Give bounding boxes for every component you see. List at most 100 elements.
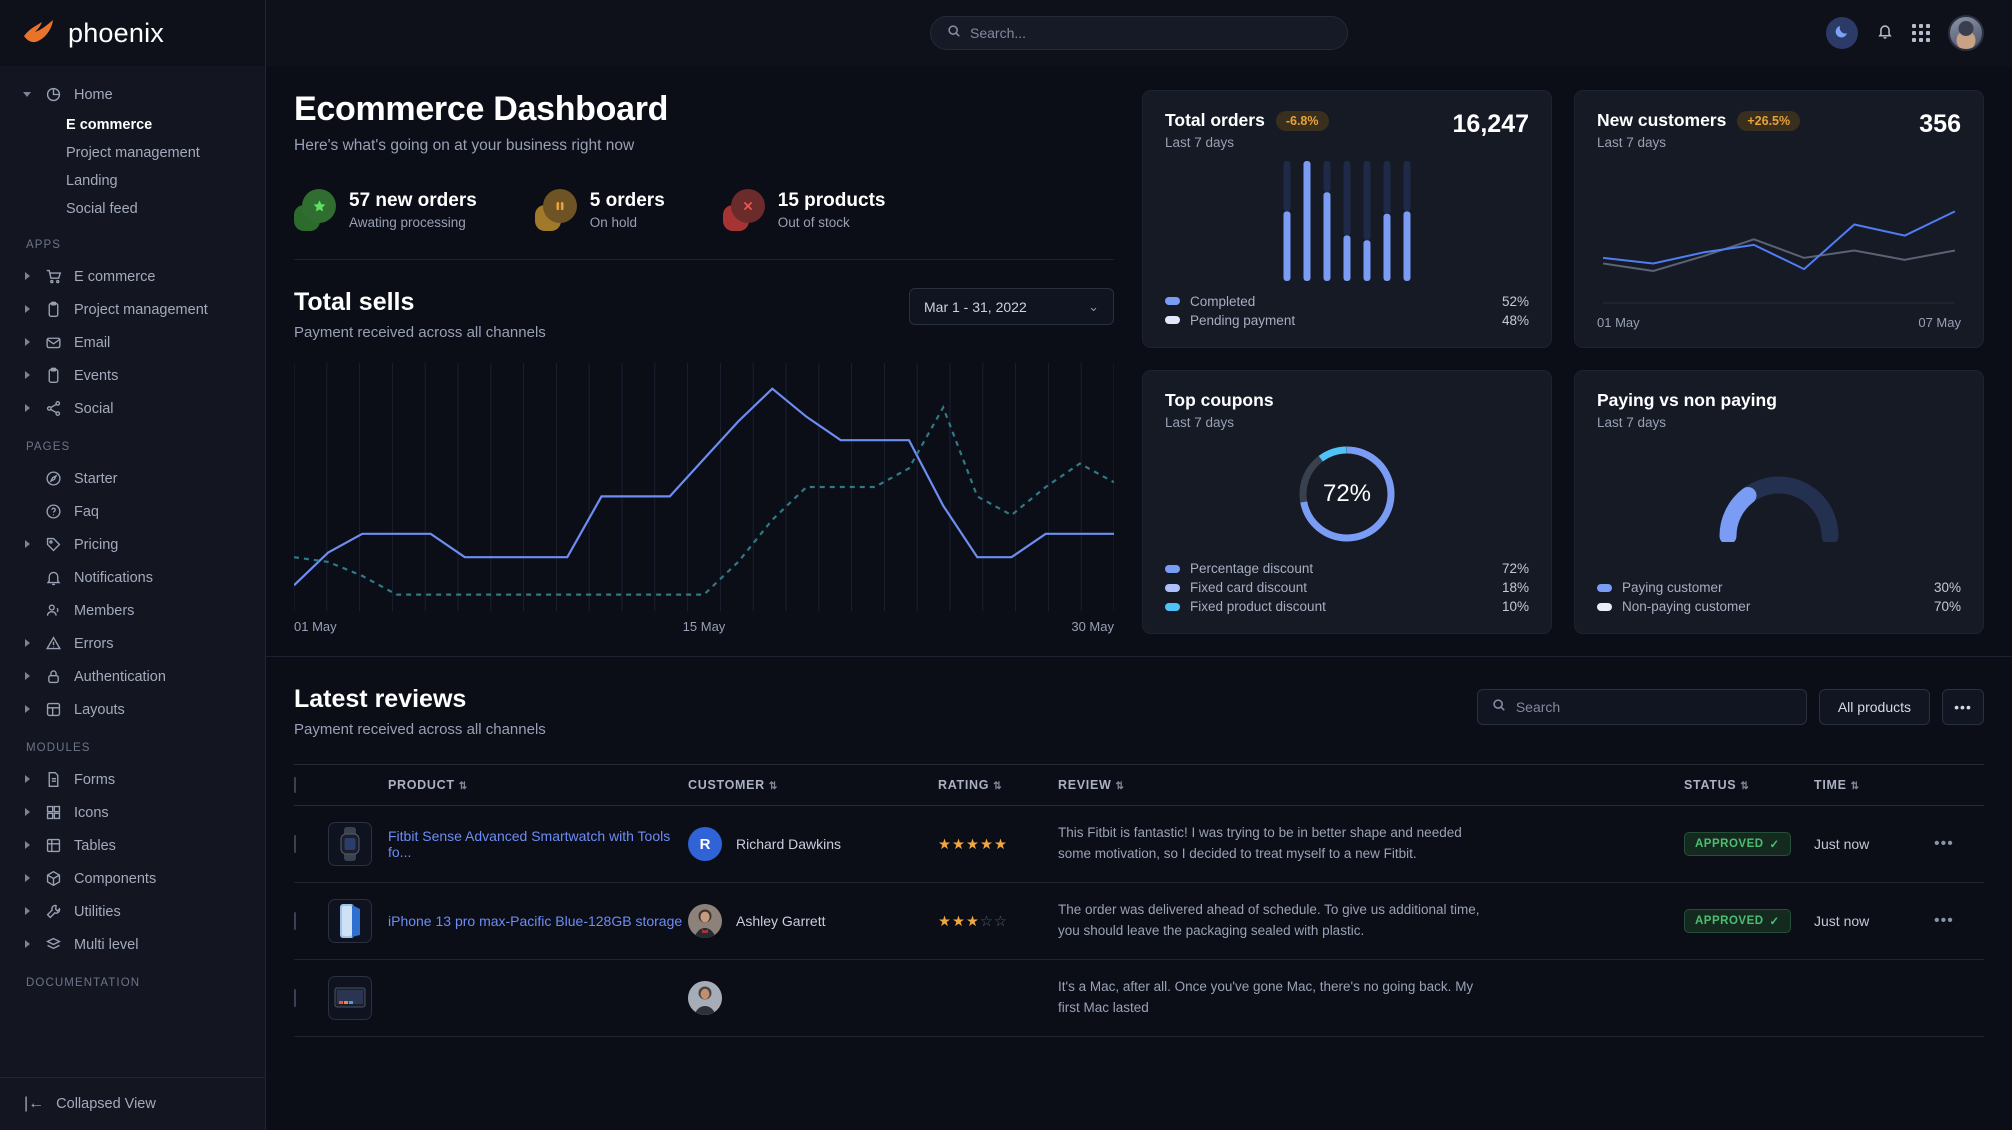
check-icon: ✓	[1769, 916, 1780, 928]
sidebar-item-forms[interactable]: Forms	[0, 763, 265, 796]
chevron-right-icon[interactable]	[24, 371, 33, 380]
sidebar-item-starter[interactable]: Starter	[0, 462, 265, 495]
chevron-right-icon[interactable]	[24, 305, 33, 314]
chevron-right-icon[interactable]	[24, 272, 33, 281]
sidebar-item-apps-ecommerce[interactable]: E commerce	[0, 260, 265, 293]
cart-icon	[44, 267, 63, 286]
check-icon: ✓	[1769, 839, 1780, 851]
sidebar-item-apps-project-management[interactable]: Project management	[0, 293, 265, 326]
document-icon	[44, 770, 63, 789]
sidebar-item-apps-social[interactable]: Social	[0, 392, 265, 425]
row-checkbox[interactable]	[294, 835, 296, 853]
column-header-time[interactable]: TIME ⇅	[1814, 764, 1934, 806]
chevron-right-icon[interactable]	[24, 808, 33, 817]
notifications-button[interactable]	[1876, 22, 1894, 45]
sidebar-item-icons[interactable]: Icons	[0, 796, 265, 829]
sidebar-item-apps-email[interactable]: Email	[0, 326, 265, 359]
stat-new-orders[interactable]: 57 new orders Awating processing	[294, 189, 477, 231]
table-row[interactable]: It's a Mac, after all. Once you've gone …	[294, 959, 1984, 1037]
row-checkbox[interactable]	[294, 912, 296, 930]
axis-tick-mid: 15 May	[682, 619, 726, 634]
column-header-review[interactable]: REVIEW ⇅	[1058, 764, 1684, 806]
select-all-checkbox[interactable]	[294, 777, 296, 793]
sidebar-item-authentication[interactable]: Authentication	[0, 660, 265, 693]
chevron-right-icon[interactable]	[24, 940, 33, 949]
user-avatar[interactable]	[1948, 15, 1984, 51]
column-header-rating[interactable]: RATING ⇅	[938, 764, 1058, 806]
theme-toggle-button[interactable]	[1826, 17, 1858, 49]
chevron-right-icon[interactable]	[24, 540, 33, 549]
sidebar-item-ecommerce[interactable]: E commerce	[66, 117, 153, 133]
row-actions-button[interactable]: •••	[1934, 912, 1954, 929]
reviews-table: PRODUCT ⇅ CUSTOMER ⇅ RATING ⇅ REVIEW ⇅	[294, 764, 1984, 1037]
sidebar-item-members[interactable]: Members	[0, 594, 265, 627]
row-actions-button[interactable]: •••	[1934, 835, 1954, 852]
chevron-right-icon[interactable]	[24, 705, 33, 714]
sidebar-nav: Home E commerce Project management Landi…	[0, 66, 265, 1077]
axis-tick-right: 30 May	[1071, 619, 1114, 634]
stat-on-hold[interactable]: 5 orders On hold	[534, 189, 665, 231]
product-link[interactable]: iPhone 13 pro max-Pacific Blue-128GB sto…	[388, 913, 683, 929]
sidebar-item-utilities[interactable]: Utilities	[0, 895, 265, 928]
chevron-right-icon[interactable]	[24, 338, 33, 347]
sidebar-item-multi-level[interactable]: Multi level	[0, 928, 265, 961]
sidebar-item-landing[interactable]: Landing	[66, 173, 118, 189]
customer-cell	[688, 981, 938, 1015]
sidebar-item-errors[interactable]: Errors	[0, 627, 265, 660]
paying-gauge	[1719, 476, 1839, 542]
customer-name: Richard Dawkins	[736, 836, 842, 852]
product-thumbnail	[328, 899, 372, 943]
chevron-right-icon[interactable]	[24, 775, 33, 784]
stat-out-of-stock[interactable]: 15 products Out of stock	[722, 189, 885, 231]
collapsed-view-toggle[interactable]: |← Collapsed View	[0, 1077, 265, 1130]
all-products-button[interactable]: All products	[1818, 689, 1930, 725]
column-header-customer[interactable]: CUSTOMER ⇅	[688, 764, 938, 806]
total-sells-header: Total sells Payment received across all …	[294, 288, 1114, 341]
sidebar-item-notifications[interactable]: Notifications	[0, 561, 265, 594]
chevron-down-icon[interactable]	[23, 90, 33, 99]
sidebar-item-label: Events	[74, 367, 119, 384]
column-header-product[interactable]: PRODUCT ⇅	[388, 764, 688, 806]
chevron-right-icon[interactable]	[24, 907, 33, 916]
legend-item: Percentage discount 72%	[1165, 559, 1529, 578]
sidebar-item-label: Project management	[74, 301, 208, 318]
date-range-select[interactable]: Mar 1 - 31, 2022 ⌄	[909, 288, 1114, 325]
sidebar-item-tables[interactable]: Tables	[0, 829, 265, 862]
column-header-status[interactable]: STATUS ⇅	[1684, 764, 1814, 806]
reviews-search-input[interactable]	[1515, 699, 1792, 715]
apps-grid-button[interactable]	[1912, 24, 1930, 42]
star-icon	[313, 199, 325, 211]
sidebar-item-home[interactable]: Home	[0, 78, 265, 111]
sidebar-item-faq[interactable]: Faq	[0, 495, 265, 528]
sidebar-item-components[interactable]: Components	[0, 862, 265, 895]
brand[interactable]: phoenix	[0, 0, 265, 66]
moon-icon	[1834, 23, 1850, 44]
table-row[interactable]: iPhone 13 pro max-Pacific Blue-128GB sto…	[294, 882, 1984, 960]
chevron-right-icon[interactable]	[24, 841, 33, 850]
chevron-right-icon[interactable]	[24, 639, 33, 648]
legend-label: Pending payment	[1190, 312, 1296, 328]
chevron-right-icon[interactable]	[24, 672, 33, 681]
card-new-customers: New customers +26.5% Last 7 days 356 01	[1574, 90, 1984, 348]
card-top-coupons: Top coupons Last 7 days 72%	[1142, 369, 1552, 634]
sidebar-item-apps-events[interactable]: Events	[0, 359, 265, 392]
global-search[interactable]	[930, 16, 1348, 50]
reviews-more-button[interactable]: •••	[1942, 689, 1984, 725]
row-checkbox[interactable]	[294, 989, 296, 1007]
sidebar-item-pricing[interactable]: Pricing	[0, 528, 265, 561]
table-row[interactable]: Fitbit Sense Advanced Smartwatch with To…	[294, 805, 1984, 883]
chevron-right-icon[interactable]	[24, 874, 33, 883]
chevron-right-icon[interactable]	[24, 404, 33, 413]
sidebar-item-project-management[interactable]: Project management	[66, 145, 200, 161]
sidebar-item-layouts[interactable]: Layouts	[0, 693, 265, 726]
reviews-search[interactable]	[1476, 689, 1807, 725]
product-link[interactable]: Fitbit Sense Advanced Smartwatch with To…	[388, 828, 671, 860]
share-icon	[44, 399, 63, 418]
envelope-icon	[44, 333, 63, 352]
sidebar-item-social-feed[interactable]: Social feed	[66, 201, 138, 217]
card-header: Paying vs non paying Last 7 days	[1597, 390, 1961, 430]
main-area: Ecommerce Dashboard Here's what's going …	[266, 0, 2012, 1130]
sidebar-item-label: Errors	[74, 635, 114, 652]
card-total-orders: Total orders -6.8% Last 7 days 16,247	[1142, 90, 1552, 348]
search-input[interactable]	[970, 25, 1331, 41]
